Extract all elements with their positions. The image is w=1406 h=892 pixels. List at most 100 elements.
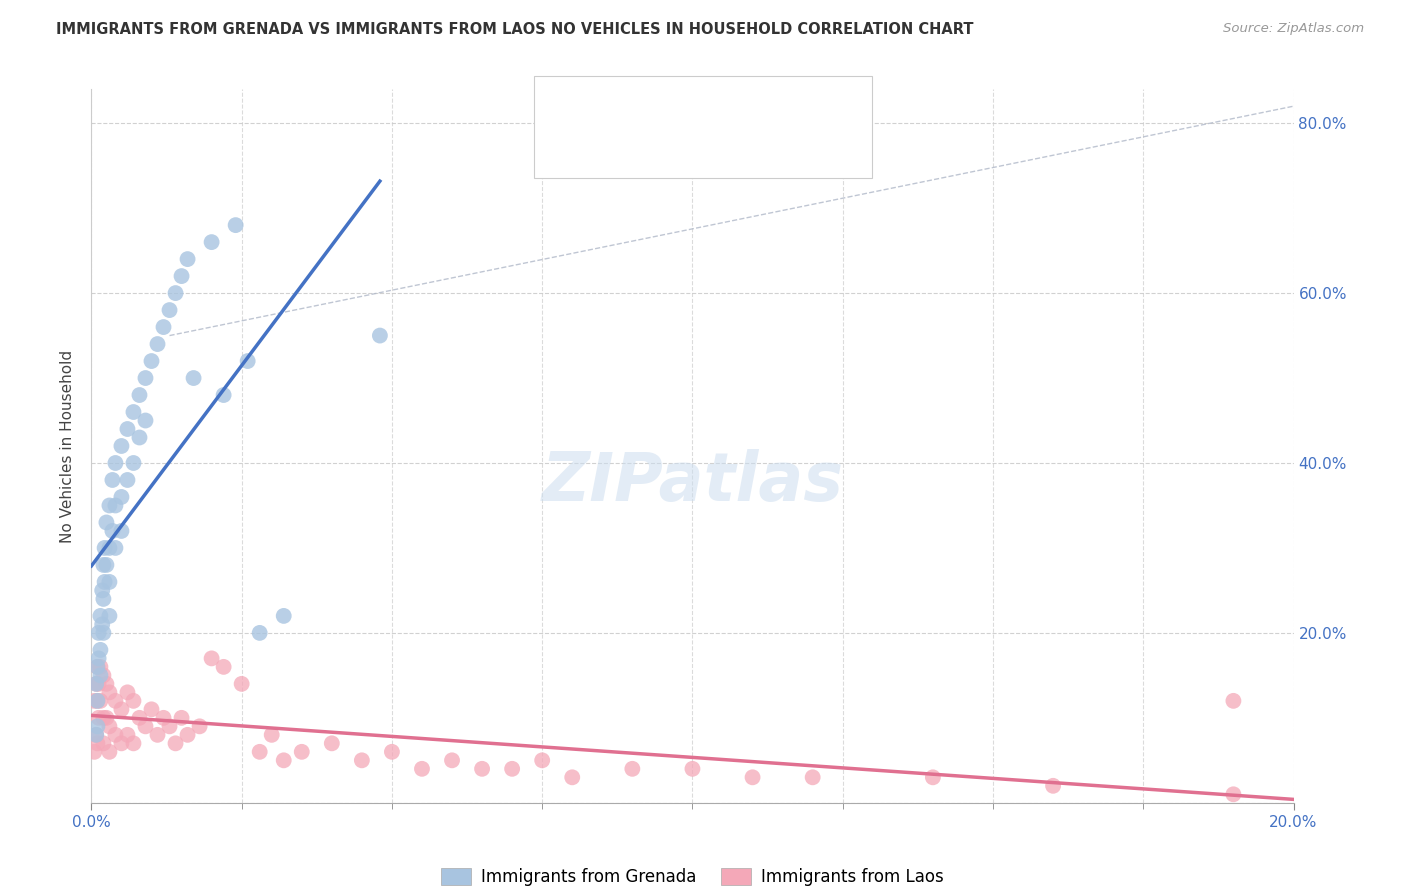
Point <box>159 719 181 733</box>
Point <box>93 626 115 640</box>
Point <box>134 371 156 385</box>
Point <box>152 711 174 725</box>
Point <box>104 499 127 513</box>
Text: Source: ZipAtlas.com: Source: ZipAtlas.com <box>1223 22 1364 36</box>
Point <box>141 702 163 716</box>
Point <box>176 728 198 742</box>
Point <box>440 753 463 767</box>
Point <box>471 762 494 776</box>
Point <box>86 694 108 708</box>
Point <box>122 456 145 470</box>
Point <box>84 728 107 742</box>
Point <box>87 651 110 665</box>
Point <box>1042 779 1064 793</box>
Point <box>117 728 139 742</box>
Point <box>165 736 187 750</box>
Point <box>201 235 224 249</box>
Point <box>93 591 115 606</box>
Point <box>84 677 107 691</box>
Point <box>98 608 121 623</box>
Point <box>188 719 211 733</box>
Point <box>98 685 121 699</box>
Point <box>93 668 115 682</box>
Point <box>96 558 118 572</box>
Point <box>249 626 271 640</box>
Point <box>96 677 118 691</box>
Point <box>134 413 156 427</box>
Point <box>170 711 193 725</box>
Point <box>91 583 114 598</box>
Point <box>110 736 132 750</box>
Point <box>84 728 107 742</box>
Point <box>86 694 108 708</box>
Point <box>86 719 108 733</box>
Point <box>86 660 108 674</box>
Point <box>122 694 145 708</box>
Point <box>159 303 181 318</box>
Point <box>146 337 169 351</box>
Point <box>621 762 644 776</box>
Point <box>212 388 235 402</box>
Point <box>501 762 523 776</box>
Point <box>93 541 115 555</box>
Text: IMMIGRANTS FROM GRENADA VS IMMIGRANTS FROM LAOS NO VEHICLES IN HOUSEHOLD CORRELA: IMMIGRANTS FROM GRENADA VS IMMIGRANTS FR… <box>56 22 974 37</box>
Text: R = -0.366   N =  61: R = -0.366 N = 61 <box>602 127 770 145</box>
Point <box>291 745 314 759</box>
Legend: Immigrants from Grenada, Immigrants from Laos: Immigrants from Grenada, Immigrants from… <box>434 861 950 892</box>
Point <box>91 617 114 632</box>
Point <box>128 388 150 402</box>
Point <box>86 660 108 674</box>
Point <box>89 608 111 623</box>
Point <box>176 252 198 266</box>
Point <box>201 651 224 665</box>
Point <box>152 320 174 334</box>
Point <box>225 218 247 232</box>
Point <box>89 643 111 657</box>
Point <box>110 490 132 504</box>
Point <box>122 405 145 419</box>
Point <box>104 456 127 470</box>
Point <box>98 499 121 513</box>
Point <box>87 711 110 725</box>
Point <box>741 770 763 784</box>
Point <box>681 762 703 776</box>
Point <box>87 677 110 691</box>
Text: ZIPatlas: ZIPatlas <box>541 449 844 515</box>
Point <box>101 524 124 538</box>
Point <box>93 711 115 725</box>
Point <box>87 626 110 640</box>
Point <box>122 736 145 750</box>
Point <box>128 711 150 725</box>
Point <box>101 473 124 487</box>
Point <box>134 719 156 733</box>
Point <box>170 269 193 284</box>
Point <box>212 660 235 674</box>
Point <box>86 736 108 750</box>
Point <box>104 694 127 708</box>
Point <box>273 753 295 767</box>
Point <box>350 753 373 767</box>
Point <box>93 574 115 589</box>
Point <box>96 516 118 530</box>
Point <box>98 745 121 759</box>
Y-axis label: No Vehicles in Household: No Vehicles in Household <box>60 350 76 542</box>
Point <box>93 558 115 572</box>
Point <box>368 328 391 343</box>
Point <box>141 354 163 368</box>
Point <box>117 422 139 436</box>
Point <box>93 736 115 750</box>
Point <box>411 762 433 776</box>
Point <box>98 719 121 733</box>
Point <box>89 660 111 674</box>
Point <box>1222 694 1244 708</box>
Point <box>117 685 139 699</box>
Text: R =  0.360   N = 54: R = 0.360 N = 54 <box>602 95 763 113</box>
Point <box>165 286 187 301</box>
Point <box>146 728 169 742</box>
Point <box>110 702 132 716</box>
Point <box>96 711 118 725</box>
Point <box>83 745 105 759</box>
Point <box>110 439 132 453</box>
Point <box>273 608 295 623</box>
Point <box>183 371 205 385</box>
